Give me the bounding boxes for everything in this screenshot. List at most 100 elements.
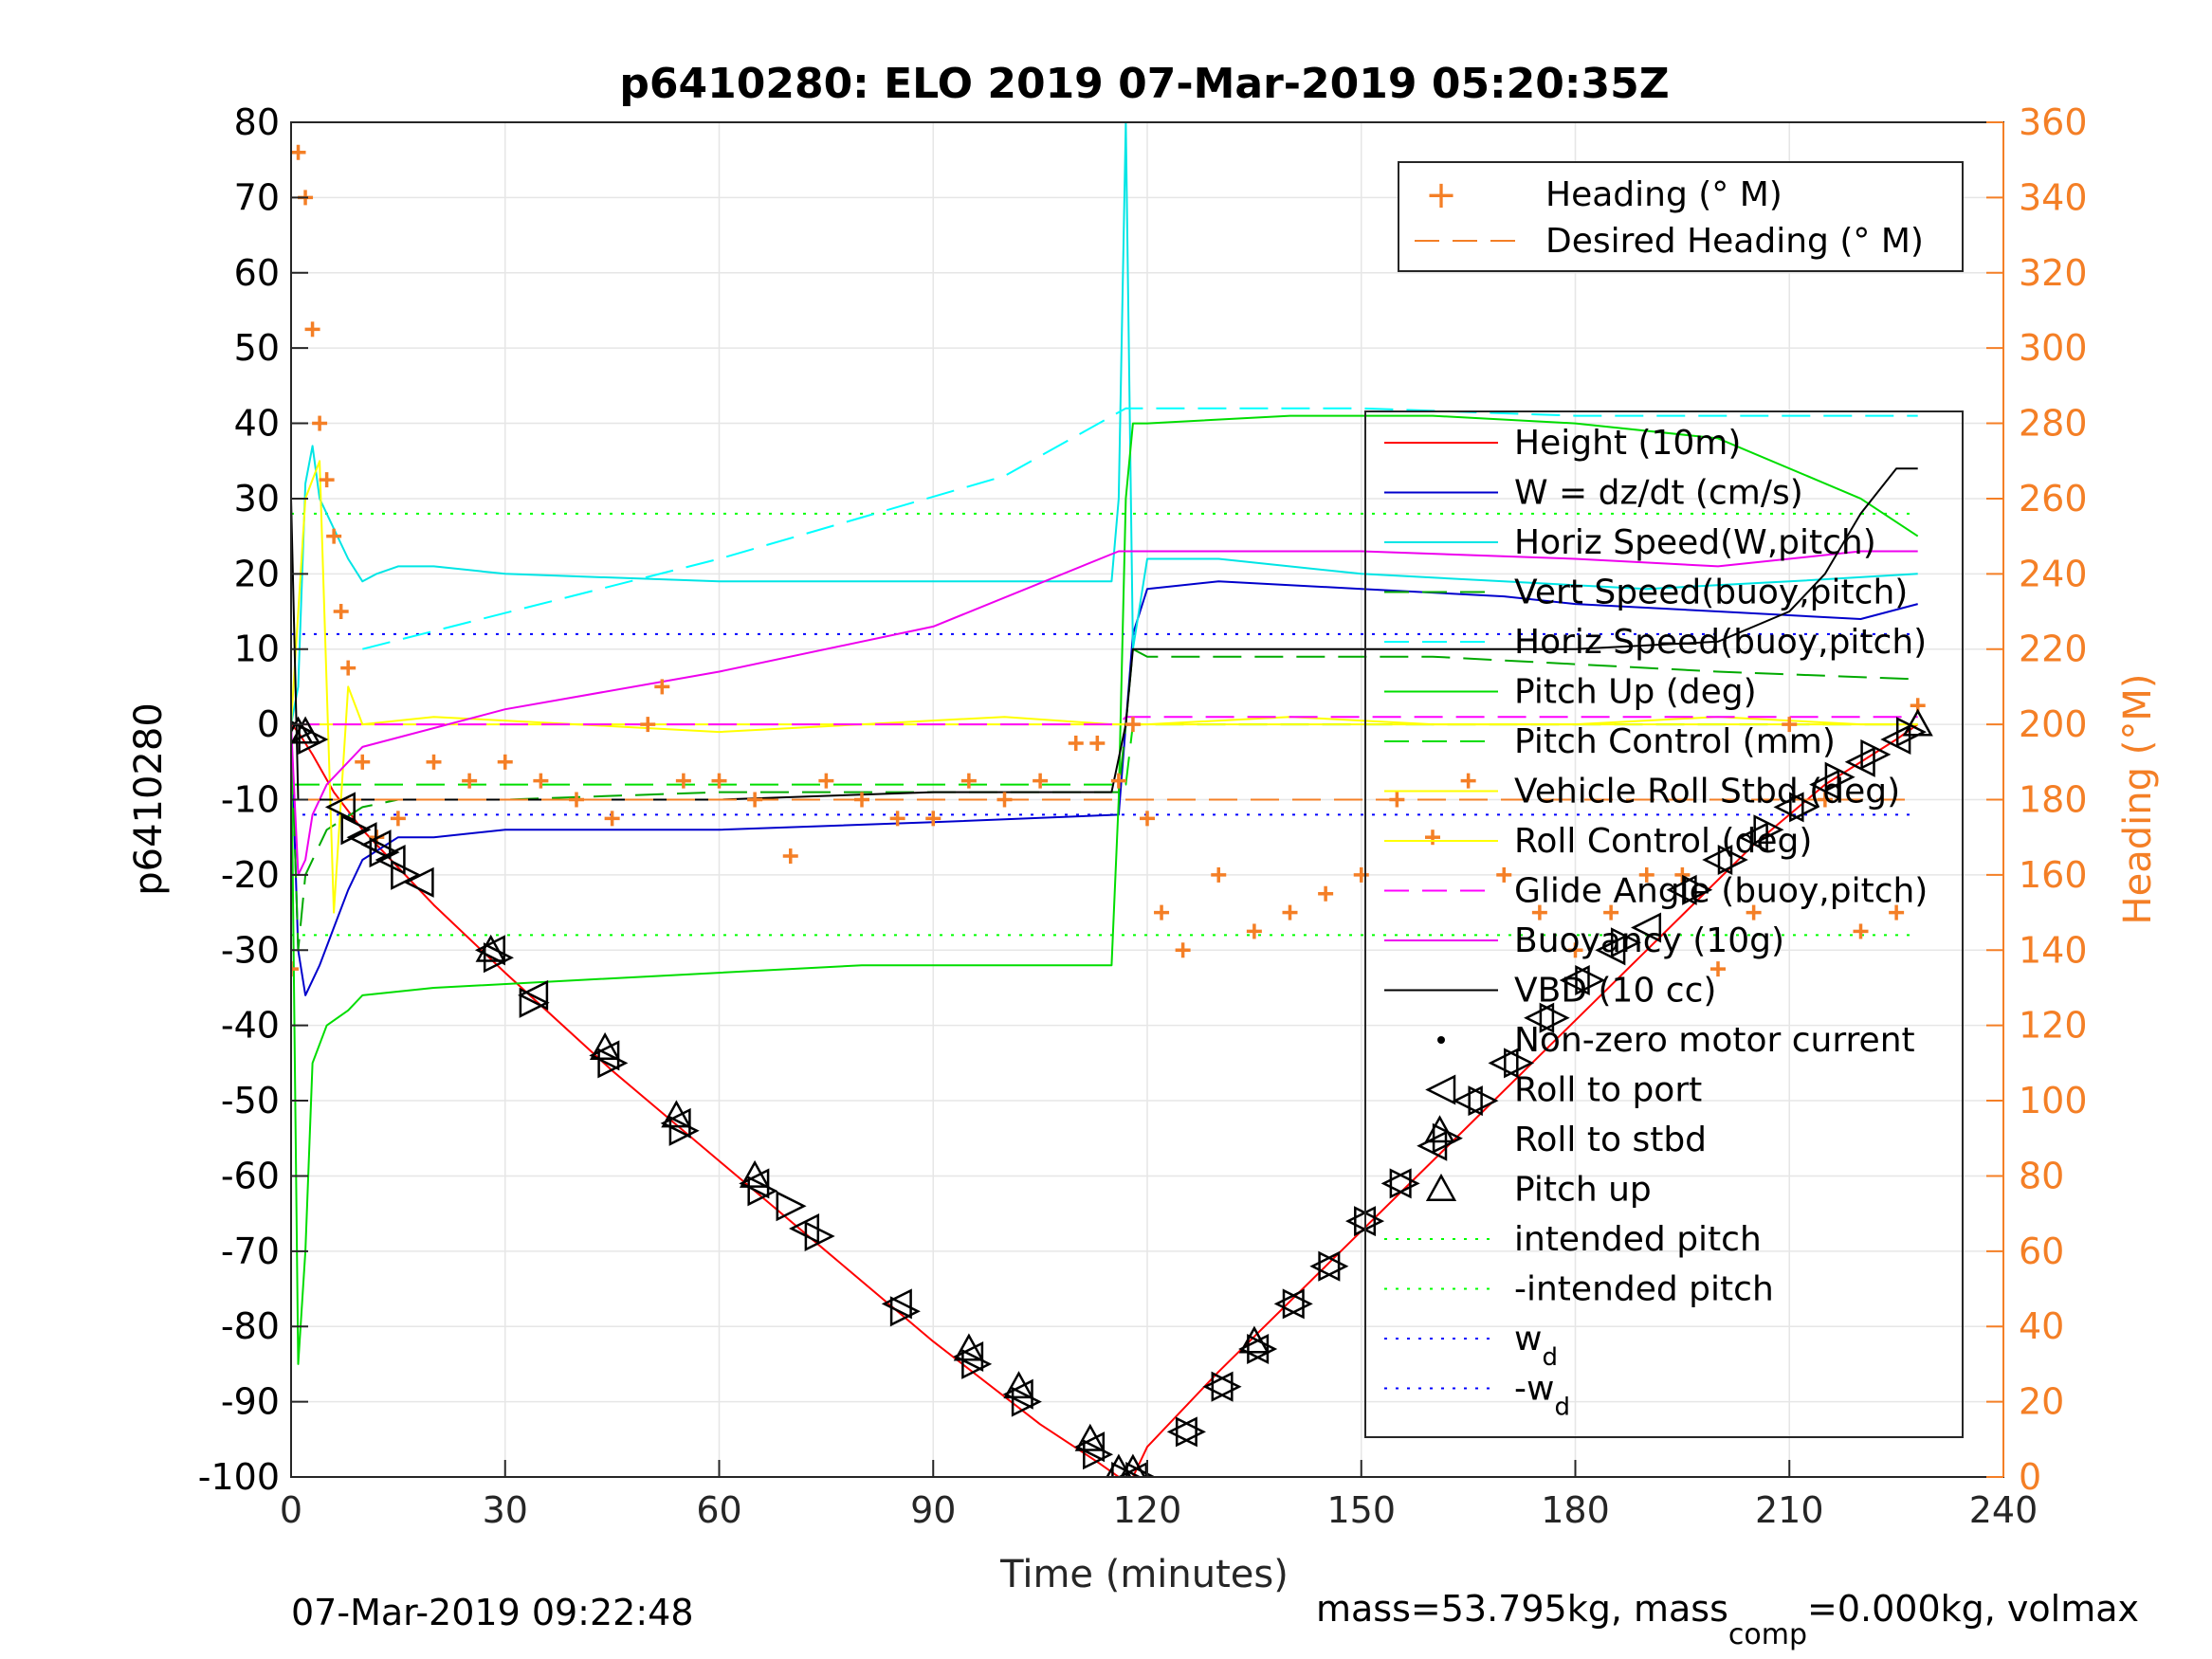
legend-entry: Pitch up — [1425, 1171, 1652, 1210]
roll-to-port-marker — [1002, 1378, 1033, 1410]
y-tick-label: 70 — [234, 176, 280, 218]
y2-tick-label: 360 — [2019, 101, 2088, 143]
roll-to-stbd-marker — [1860, 738, 1892, 770]
legend-entry: Vert Speed(buoy,pitch) — [1384, 574, 1908, 612]
legend-entry: VBD (10 cc) — [1384, 972, 1716, 1011]
heading-point — [1353, 866, 1369, 883]
pitch-up-marker — [589, 1031, 621, 1060]
pitch-up-marker — [1003, 1371, 1034, 1399]
series-horiz-buoy — [362, 407, 1918, 650]
roll-to-port-marker — [881, 1288, 912, 1320]
roll-to-stbd-marker — [1318, 1250, 1349, 1282]
legend-entry-label: VBD (10 cc) — [1514, 972, 1716, 1011]
series-glide — [291, 716, 1918, 726]
heading-point — [462, 773, 478, 789]
x-tick-label: 180 — [1541, 1489, 1610, 1531]
footer-mass-main: mass=53.795kg, mass — [1316, 1588, 1728, 1630]
roll-to-stbd-marker — [961, 1348, 993, 1379]
heading-point — [1124, 717, 1141, 733]
y2-tick-label: 100 — [2019, 1080, 2088, 1121]
legend-entry: Buoyancy (10g) — [1384, 921, 1784, 960]
footer-mass-subscript: comp — [1728, 1618, 1807, 1651]
chart-title: p6410280: ELO 2019 07-Mar-2019 05:20:35Z — [619, 60, 1669, 108]
heading-markers — [291, 144, 1926, 977]
heading-point — [1033, 773, 1049, 789]
series-horiz-w — [291, 122, 1918, 725]
roll-to-stbd-marker — [340, 814, 372, 846]
heading-point — [1710, 961, 1726, 977]
roll-to-port-marker — [403, 866, 434, 898]
roll-to-stbd-marker — [1389, 1168, 1420, 1199]
legend-entry: Roll Control (deg) — [1384, 822, 1812, 861]
legend-entry-label: Roll to stbd — [1514, 1121, 1707, 1159]
roll-to-port-marker — [346, 822, 377, 853]
pitch-up-marker — [739, 1159, 771, 1188]
roll-to-port-marker — [739, 1168, 770, 1199]
y2-axis-label: Heading (°M) — [2116, 674, 2160, 925]
y2-tick-label: 240 — [2019, 553, 2088, 594]
legend-entry-label: Vehicle Roll Stbd (deg) — [1514, 773, 1900, 811]
legend-entry: Pitch Up (deg) — [1384, 673, 1757, 712]
y-tick-label: -30 — [221, 929, 280, 971]
heading-point — [1817, 792, 1833, 808]
series-height — [291, 723, 1919, 1477]
legend-entry: wd — [1384, 1320, 1558, 1372]
y2-tick-label: 200 — [2019, 703, 2088, 745]
legend-entry: W = dz/dt (cm/s) — [1384, 474, 1803, 513]
roll-to-stbd-marker — [1539, 1002, 1570, 1033]
legend-entry-label: Non-zero motor current — [1514, 1021, 1915, 1060]
y-tick-label: -10 — [221, 779, 280, 821]
x-tick-label: 90 — [910, 1489, 956, 1531]
pitch-up-marker — [661, 1100, 692, 1128]
roll-to-stbd-marker — [1468, 1085, 1499, 1117]
heading-point — [654, 679, 670, 695]
pitch-up-marker — [953, 1333, 985, 1361]
roll-to-stbd-marker — [597, 1048, 629, 1079]
legend-entry-subscript: d — [1554, 1394, 1570, 1422]
y2-tick-label: 340 — [2019, 176, 2088, 218]
legend-series-entries: Height (10m) W = dz/dt (cm/s) Horiz Speed(… — [1384, 424, 1928, 1422]
heading-point — [333, 604, 349, 620]
y-tick-label: 0 — [257, 703, 280, 745]
heading-point — [996, 792, 1013, 808]
y-tick-label: -70 — [221, 1231, 280, 1272]
heading-point — [889, 811, 905, 827]
roll-to-port-marker — [518, 979, 549, 1011]
heading-point — [960, 773, 977, 789]
legend-entry-label: -intended pitch — [1514, 1270, 1774, 1309]
legend-entry: Vehicle Roll Stbd (deg) — [1384, 773, 1900, 811]
y-tick-label: 20 — [234, 553, 280, 594]
roll-to-port-marker — [324, 792, 356, 823]
legend-entry: Height (10m) — [1384, 424, 1741, 463]
roll-to-stbd-marker — [1083, 1439, 1114, 1470]
roll-to-port-marker — [1273, 1288, 1305, 1320]
heading-point — [1782, 717, 1798, 733]
legend-entry-label: Pitch Control (mm) — [1514, 722, 1836, 761]
y2-tick-label: 280 — [2019, 403, 2088, 445]
heading-point — [291, 961, 299, 977]
heading-point — [1246, 923, 1262, 939]
y2-tick-label: 220 — [2019, 629, 2088, 670]
series-pitch-ctl — [291, 723, 1918, 786]
heading-point — [569, 792, 584, 808]
legend-entry-label: wd — [1514, 1320, 1558, 1372]
heading-point — [1531, 904, 1547, 921]
heading-point — [1460, 773, 1476, 789]
heading-point — [782, 848, 798, 865]
roll-to-stbd-marker — [776, 1191, 807, 1222]
roll-to-port-marker — [1309, 1250, 1341, 1282]
roll-to-port-marker — [953, 1340, 984, 1373]
series-vbd — [291, 467, 1918, 801]
heading-point — [355, 754, 371, 770]
roll-to-port-marker — [1074, 1431, 1106, 1463]
y-tick-label: 80 — [234, 101, 280, 143]
legend-entry-label: Height (10m) — [1514, 424, 1741, 463]
heading-point — [1154, 904, 1170, 921]
legend-entry-label: Horiz Speed(buoy,pitch) — [1514, 623, 1927, 662]
pitch-up-marker — [1074, 1423, 1106, 1451]
roll-to-port-marker — [360, 830, 392, 861]
legend-entry-label: Buoyancy (10g) — [1514, 921, 1784, 960]
roll-to-stbd-marker — [1575, 964, 1606, 996]
y-tick-label: 40 — [234, 403, 280, 445]
x-tick-label: 150 — [1326, 1489, 1396, 1531]
